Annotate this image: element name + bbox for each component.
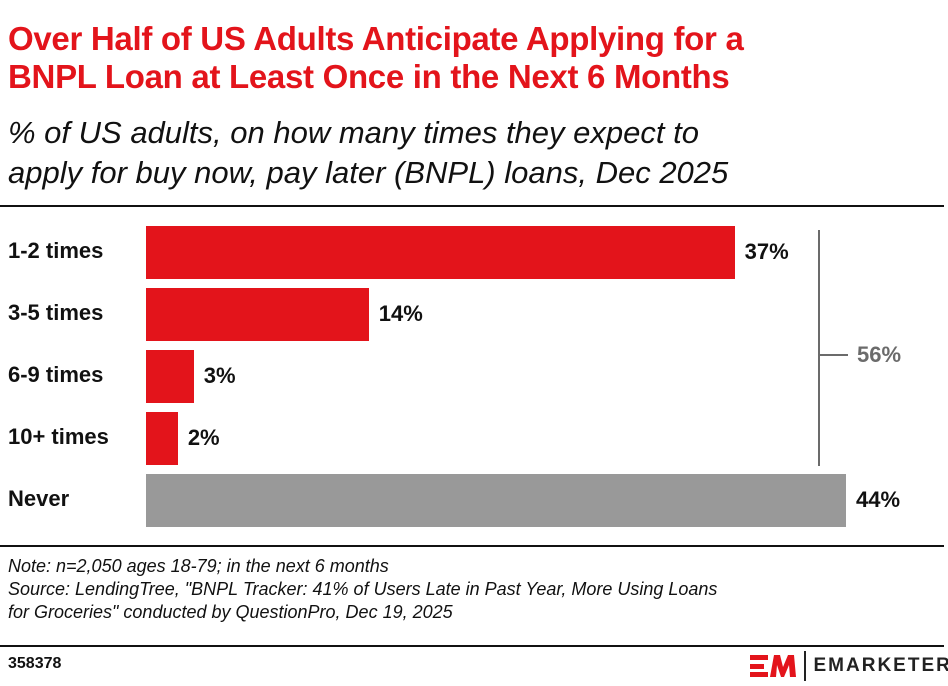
chart-id: 358378 xyxy=(8,655,62,672)
category-label: 10+ times xyxy=(8,424,109,449)
note-divider xyxy=(0,545,944,547)
data-label: 3% xyxy=(203,363,236,388)
em-logo-icon xyxy=(750,655,796,677)
subtitle-line-2: apply for buy now, pay later (BNPL) loan… xyxy=(8,155,729,190)
data-label: 37% xyxy=(744,239,789,264)
top-divider xyxy=(0,205,944,207)
subtitle-line-1: % of US adults, on how many times they e… xyxy=(8,115,699,150)
bracket-line xyxy=(818,230,820,466)
bracket-tick xyxy=(818,354,848,356)
brand-name: EMARKETER xyxy=(813,655,948,676)
bar-1-2-times xyxy=(146,226,735,279)
data-label: 14% xyxy=(378,301,423,326)
category-label: 3-5 times xyxy=(8,300,104,325)
footnote: Note: n=2,050 ages 18-79; in the next 6 … xyxy=(8,555,717,624)
bracket-total-label: 56% xyxy=(857,342,902,367)
source-text-1: Source: LendingTree, "BNPL Tracker: 41% … xyxy=(8,579,718,599)
emarketer-logo: EMARKETER xyxy=(750,651,948,681)
category-label: 1-2 times xyxy=(8,238,104,263)
title-line-1: Over Half of US Adults Anticipate Applyi… xyxy=(8,20,744,57)
category-label: 6-9 times xyxy=(8,362,104,387)
bar-10-times xyxy=(146,412,178,465)
bar-never xyxy=(146,474,846,527)
note-text: Note: n=2,050 ages 18-79; in the next 6 … xyxy=(8,556,389,576)
chart-title: Over Half of US Adults Anticipate Applyi… xyxy=(8,20,744,96)
chart-subtitle: % of US adults, on how many times they e… xyxy=(8,113,728,193)
data-label: 2% xyxy=(187,425,220,450)
category-label: Never xyxy=(8,486,70,511)
title-line-2: BNPL Loan at Least Once in the Next 6 Mo… xyxy=(8,58,730,95)
source-text-2: for Groceries" conducted by QuestionPro,… xyxy=(8,602,453,622)
bar-6-9-times xyxy=(146,350,194,403)
data-label: 44% xyxy=(856,487,901,512)
bar-3-5-times xyxy=(146,288,369,341)
footer-divider xyxy=(0,645,944,647)
